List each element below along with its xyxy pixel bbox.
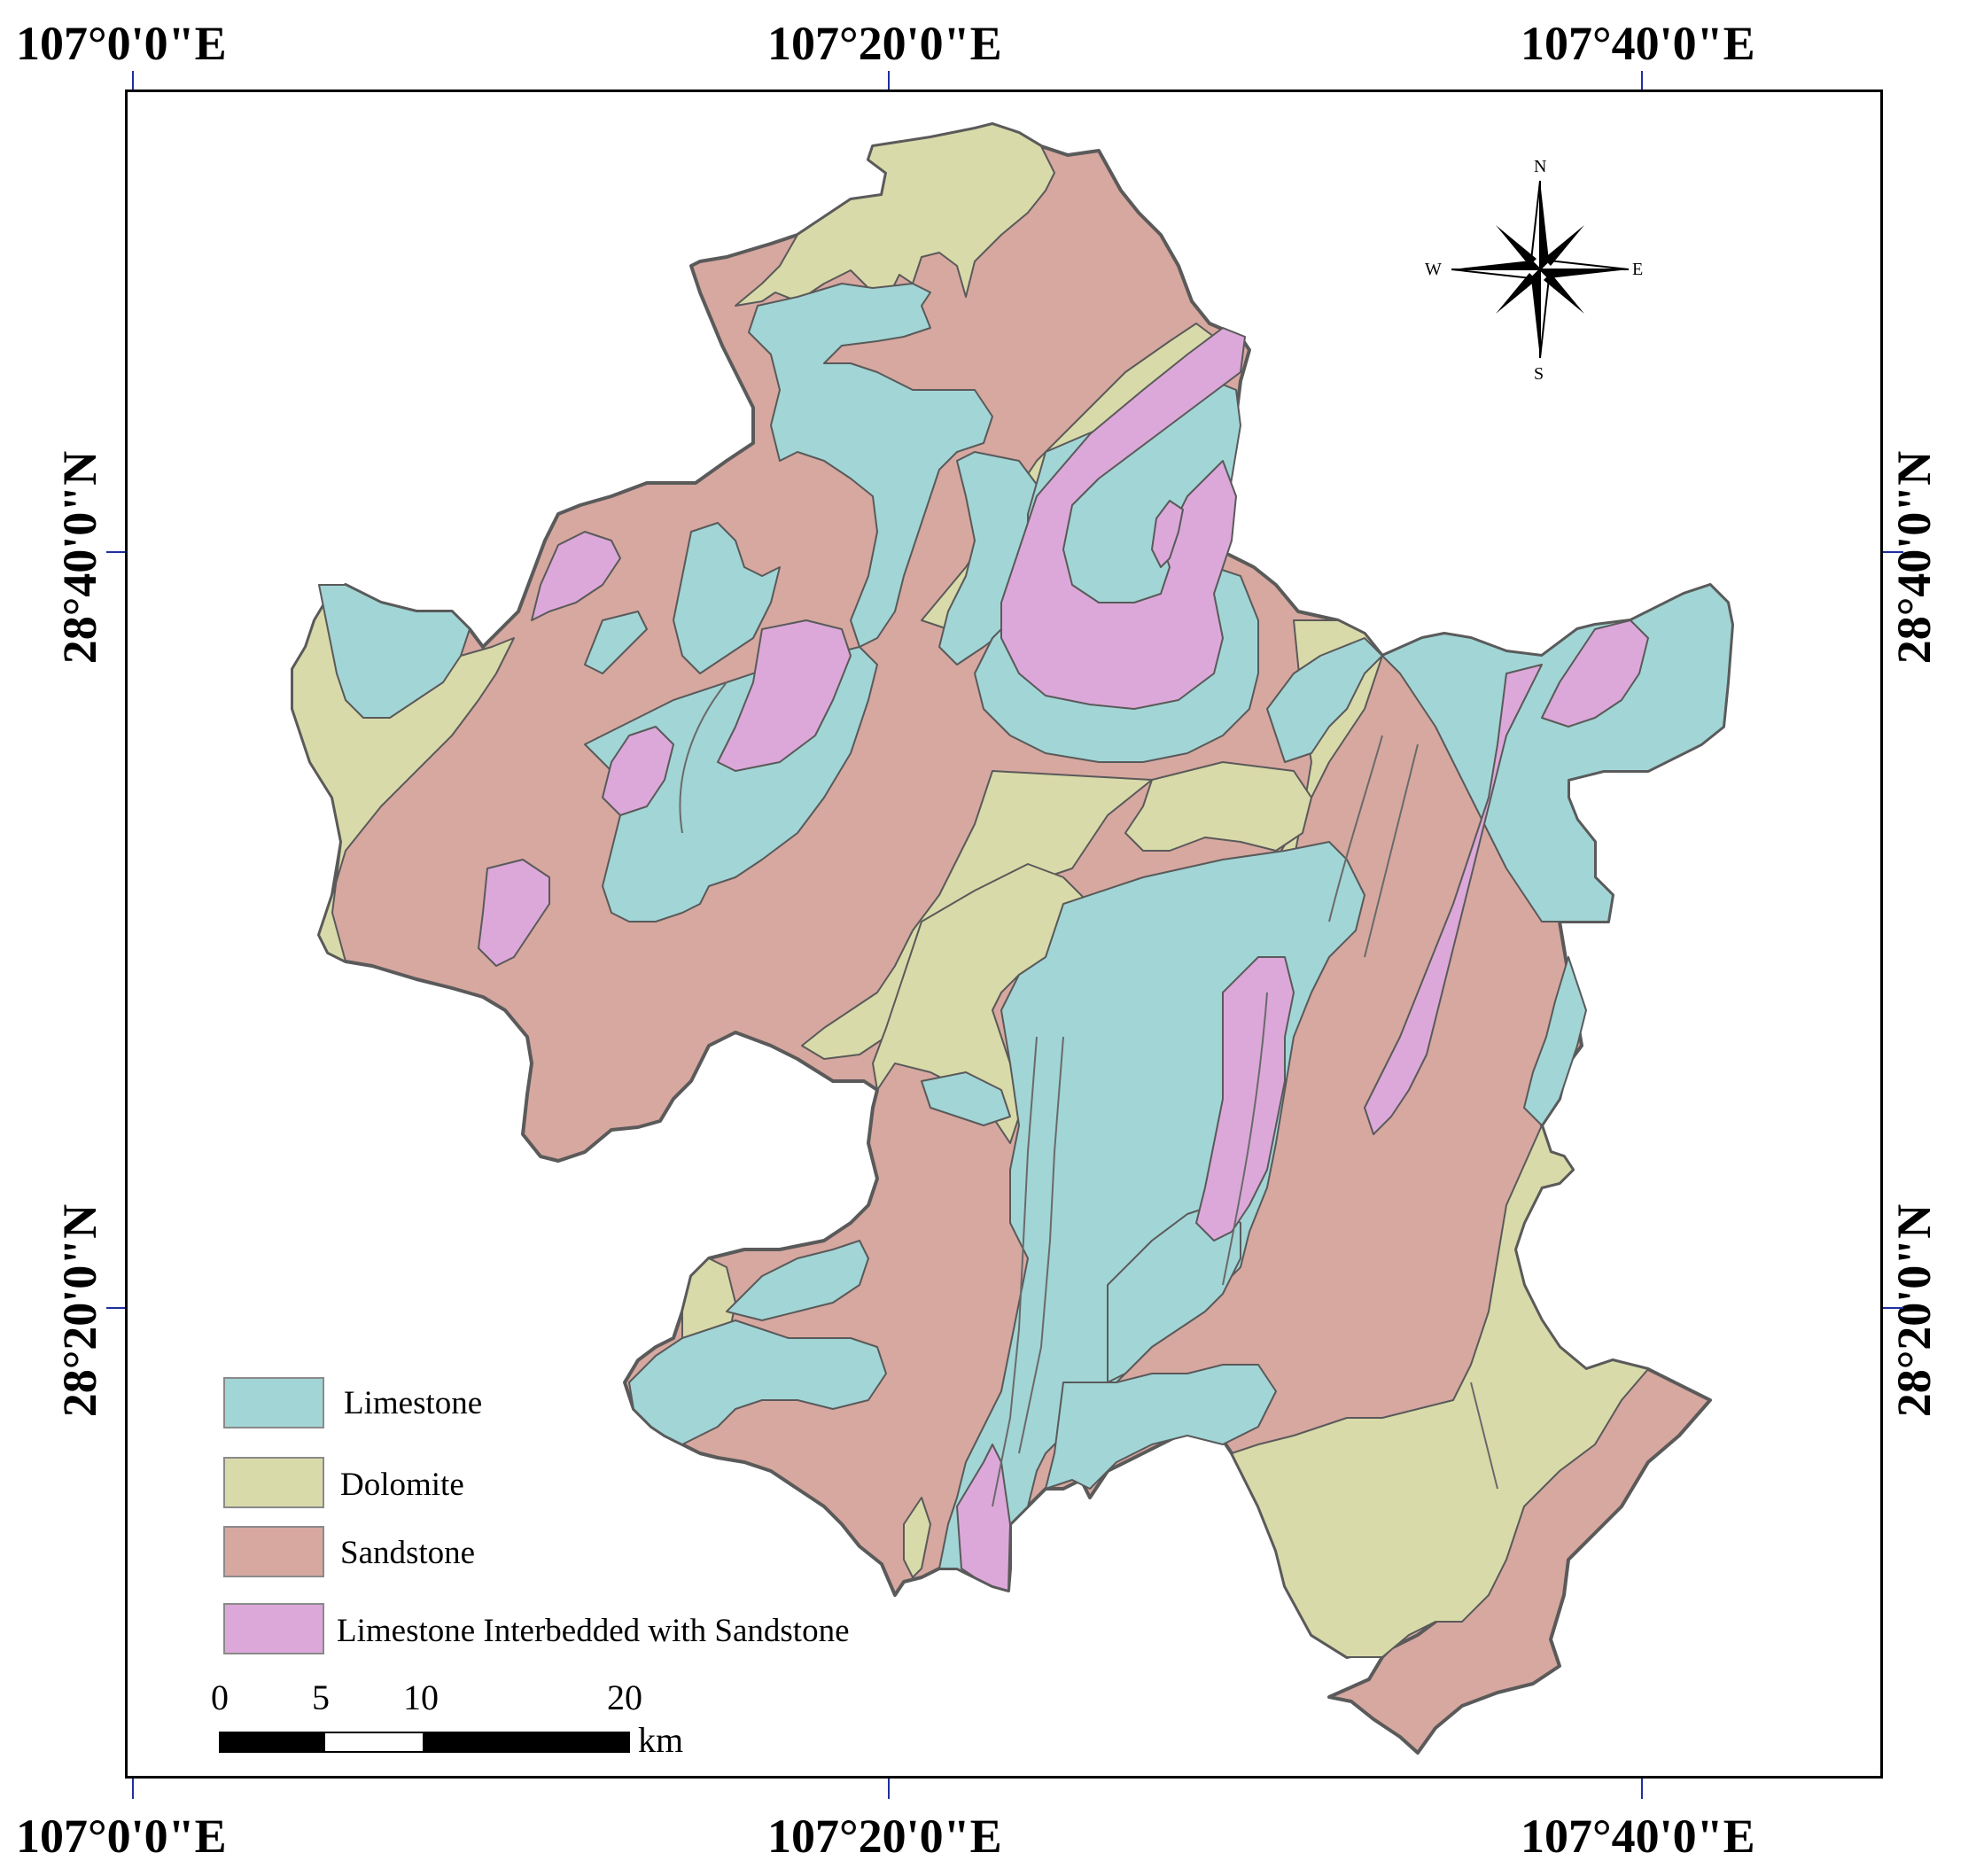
scale-tick-0: 0 xyxy=(211,1678,229,1717)
legend-label-interbedded: Limestone Interbedded with Sandstone xyxy=(337,1613,850,1649)
swatch-limestone xyxy=(223,1377,324,1428)
compass-w-label: W xyxy=(1425,260,1442,279)
scale-tick-5: 5 xyxy=(312,1678,330,1717)
scale-tick-10: 10 xyxy=(403,1678,439,1717)
scale-tick-20: 20 xyxy=(607,1678,642,1717)
bottom-lon-label-2: 107°20'0"E xyxy=(767,1810,1002,1863)
contact-lines xyxy=(679,681,1498,1507)
legend-label-dolomite: Dolomite xyxy=(340,1467,464,1503)
compass-rose xyxy=(1451,180,1630,359)
swatch-sandstone xyxy=(223,1526,324,1577)
compass-e-label: E xyxy=(1632,260,1644,279)
legend-label-sandstone: Sandstone xyxy=(340,1535,476,1571)
swatch-interbedded xyxy=(223,1603,324,1654)
swatch-dolomite xyxy=(223,1457,324,1508)
map-frame xyxy=(125,90,1883,1779)
legend-swatches xyxy=(223,1377,324,1654)
compass-s-label: S xyxy=(1534,364,1544,384)
compass-n-label: N xyxy=(1534,157,1547,176)
graticule-ticks xyxy=(106,71,1903,1799)
legend-label-limestone: Limestone xyxy=(344,1385,483,1421)
bottom-lon-label-3: 107°40'0"E xyxy=(1521,1810,1755,1863)
bottom-lon-label-1: 107°0'0"E xyxy=(16,1810,227,1863)
dolomite-units xyxy=(292,123,1649,1658)
top-lon-label-3: 107°40'0"E xyxy=(1521,17,1755,70)
scale-bar xyxy=(219,1732,630,1753)
top-lon-label-1: 107°0'0"E xyxy=(16,17,227,70)
top-lon-label-2: 107°20'0"E xyxy=(767,17,1002,70)
interbedded-units xyxy=(478,327,1649,1592)
scale-unit: km xyxy=(638,1720,684,1760)
